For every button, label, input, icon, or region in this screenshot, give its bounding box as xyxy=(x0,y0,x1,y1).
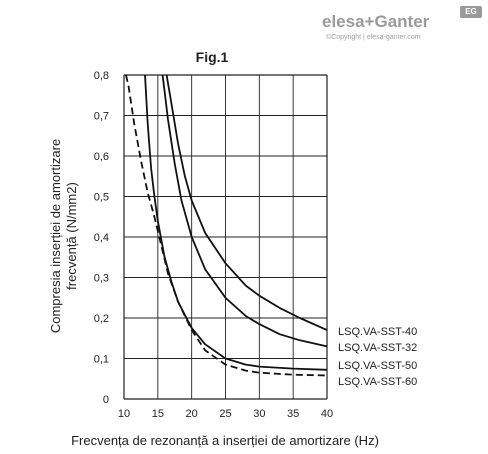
tick-labels: 10 15 20 25 30 35 40 0 0,1 0,2 0,3 0,4 0,5 0,6 0,7 0,8 xyxy=(94,70,333,420)
legend-label: LSQ.VA-SST-32 xyxy=(338,342,417,354)
brand-logo: elesa+Ganter EG ©Copyright | elesa-gante… xyxy=(322,6,482,46)
series-line xyxy=(161,74,328,348)
series-line xyxy=(165,74,328,331)
x-tick-label: 25 xyxy=(219,408,231,420)
chart-title: Fig.1 xyxy=(196,49,229,65)
y-axis-label: Compresia inserției de amortizare frecven… xyxy=(48,139,79,333)
x-axis-label: Frecvența de rezonanță a inserției de am… xyxy=(71,433,379,448)
grid xyxy=(123,74,328,400)
legend-label: LSQ.VA-SST-60 xyxy=(338,376,417,388)
x-tick-label: 15 xyxy=(152,408,164,420)
y-axis-label-line: Compresia inserției de amortizare xyxy=(48,139,63,333)
y-axis-label-line: frecvență (N/mm2) xyxy=(64,182,79,290)
series-line xyxy=(125,74,328,377)
copyright-text: ©Copyright | elesa-ganter.com xyxy=(326,34,421,41)
logo-badge: EG xyxy=(460,6,482,18)
legend: LSQ.VA-SST-40 LSQ.VA-SST-32 LSQ.VA-SST-50 L… xyxy=(338,326,417,388)
y-axis-label-group: Compresia inserției de amortizare frecven… xyxy=(48,139,79,333)
y-tick-label: 0,7 xyxy=(94,111,109,123)
y-tick-label: 0,2 xyxy=(94,313,109,325)
series-line xyxy=(144,74,328,371)
y-tick-label: 0,8 xyxy=(94,70,109,82)
x-tick-label: 10 xyxy=(118,408,130,420)
y-tick-label: 0,5 xyxy=(94,192,109,204)
x-tick-label: 20 xyxy=(186,408,198,420)
logo-wordmark: elesa+Ganter xyxy=(322,12,430,31)
y-tick-label: 0,6 xyxy=(94,151,109,163)
x-tick-label: 40 xyxy=(321,408,333,420)
y-tick-label: 0,3 xyxy=(94,273,109,285)
x-tick-label: 35 xyxy=(287,408,299,420)
x-tick-label: 30 xyxy=(253,408,265,420)
y-tick-label: 0,4 xyxy=(94,232,109,244)
y-tick-label: 0 xyxy=(103,394,109,406)
legend-label: LSQ.VA-SST-40 xyxy=(338,326,417,338)
series-lines xyxy=(125,74,328,377)
y-tick-label: 0,1 xyxy=(94,354,109,366)
legend-label: LSQ.VA-SST-50 xyxy=(338,360,417,372)
